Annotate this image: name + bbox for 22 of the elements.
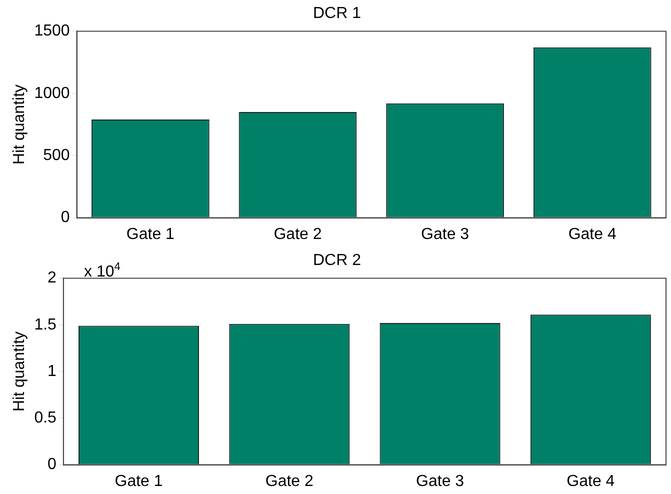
y-tick-label: 500	[43, 147, 70, 164]
x-tick-label: Gate 4	[568, 226, 616, 243]
x-tick-label: Gate 3	[416, 472, 464, 490]
y-tick-label: 1500	[34, 22, 70, 40]
x-tick-label: Gate 1	[126, 226, 175, 243]
x-tick-label: Gate 2	[265, 472, 314, 490]
y-axis-title: Hit quantity	[11, 84, 28, 165]
y-tick-label: 0	[60, 209, 70, 226]
y-tick-label: 1000	[34, 84, 70, 102]
x-tick-label: Gate 2	[274, 226, 322, 243]
chart-title: DCR 2	[312, 252, 362, 270]
y-axis-title: Hit quantity	[11, 331, 28, 412]
y-tick-label: 1	[48, 362, 57, 380]
x-tick-label: Gate 4	[566, 472, 615, 490]
annotation: x 10$^{4}$	[84, 261, 120, 282]
x-tick-label: Gate 3	[421, 226, 470, 243]
y-tick-label: 0	[48, 456, 57, 474]
y-tick-label: 0.5	[34, 410, 57, 427]
y-tick-label: 1.5	[34, 316, 57, 334]
chart-title: DCR 1	[312, 5, 362, 22]
y-tick-label: 2	[48, 270, 57, 287]
x-tick-label: Gate 1	[114, 472, 163, 490]
